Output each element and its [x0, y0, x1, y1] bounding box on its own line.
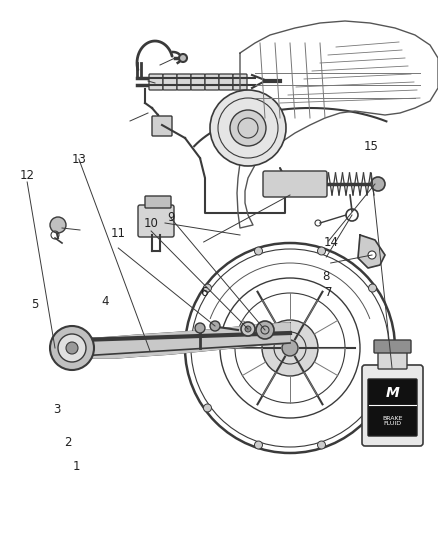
Text: 5: 5 [32, 298, 39, 311]
FancyBboxPatch shape [152, 116, 172, 136]
Polygon shape [80, 323, 290, 358]
Circle shape [368, 251, 376, 259]
Circle shape [210, 321, 220, 331]
FancyBboxPatch shape [149, 74, 163, 90]
Circle shape [204, 284, 212, 292]
FancyBboxPatch shape [368, 379, 417, 436]
FancyBboxPatch shape [177, 74, 191, 90]
Text: M: M [385, 386, 399, 400]
Text: 8: 8 [323, 270, 330, 282]
Circle shape [245, 326, 251, 332]
Text: 1: 1 [73, 460, 81, 473]
FancyBboxPatch shape [145, 196, 171, 208]
Circle shape [204, 404, 212, 412]
FancyBboxPatch shape [362, 365, 423, 446]
Text: 4: 4 [101, 295, 109, 308]
Text: 7: 7 [325, 286, 332, 298]
Circle shape [230, 110, 266, 146]
Circle shape [388, 344, 396, 352]
Circle shape [254, 247, 262, 255]
Circle shape [241, 322, 255, 336]
Text: 6: 6 [200, 286, 208, 298]
Circle shape [282, 340, 298, 356]
Circle shape [50, 217, 66, 233]
Circle shape [50, 326, 94, 370]
Text: 12: 12 [20, 169, 35, 182]
Circle shape [184, 344, 192, 352]
Text: 13: 13 [71, 154, 86, 166]
FancyBboxPatch shape [138, 205, 174, 237]
Circle shape [66, 342, 78, 354]
Circle shape [368, 404, 377, 412]
Circle shape [371, 177, 385, 191]
FancyBboxPatch shape [378, 351, 407, 369]
Text: 10: 10 [144, 217, 159, 230]
Circle shape [368, 284, 377, 292]
Text: 14: 14 [323, 236, 338, 249]
FancyBboxPatch shape [219, 74, 233, 90]
FancyBboxPatch shape [263, 171, 327, 197]
Text: 2: 2 [64, 436, 72, 449]
Text: 11: 11 [111, 227, 126, 240]
Text: 3: 3 [53, 403, 60, 416]
Circle shape [318, 247, 325, 255]
Circle shape [179, 54, 187, 62]
Circle shape [58, 334, 86, 362]
Circle shape [254, 441, 262, 449]
Polygon shape [358, 235, 385, 268]
FancyBboxPatch shape [163, 74, 177, 90]
FancyBboxPatch shape [205, 74, 219, 90]
FancyBboxPatch shape [191, 74, 205, 90]
Text: 9: 9 [167, 211, 175, 224]
Circle shape [210, 90, 286, 166]
FancyBboxPatch shape [233, 74, 247, 90]
Circle shape [256, 321, 274, 339]
Text: BRAKE
FLUID: BRAKE FLUID [382, 416, 403, 426]
Circle shape [262, 320, 318, 376]
Circle shape [318, 441, 325, 449]
FancyBboxPatch shape [374, 340, 411, 353]
Circle shape [195, 323, 205, 333]
Text: 15: 15 [364, 140, 379, 153]
